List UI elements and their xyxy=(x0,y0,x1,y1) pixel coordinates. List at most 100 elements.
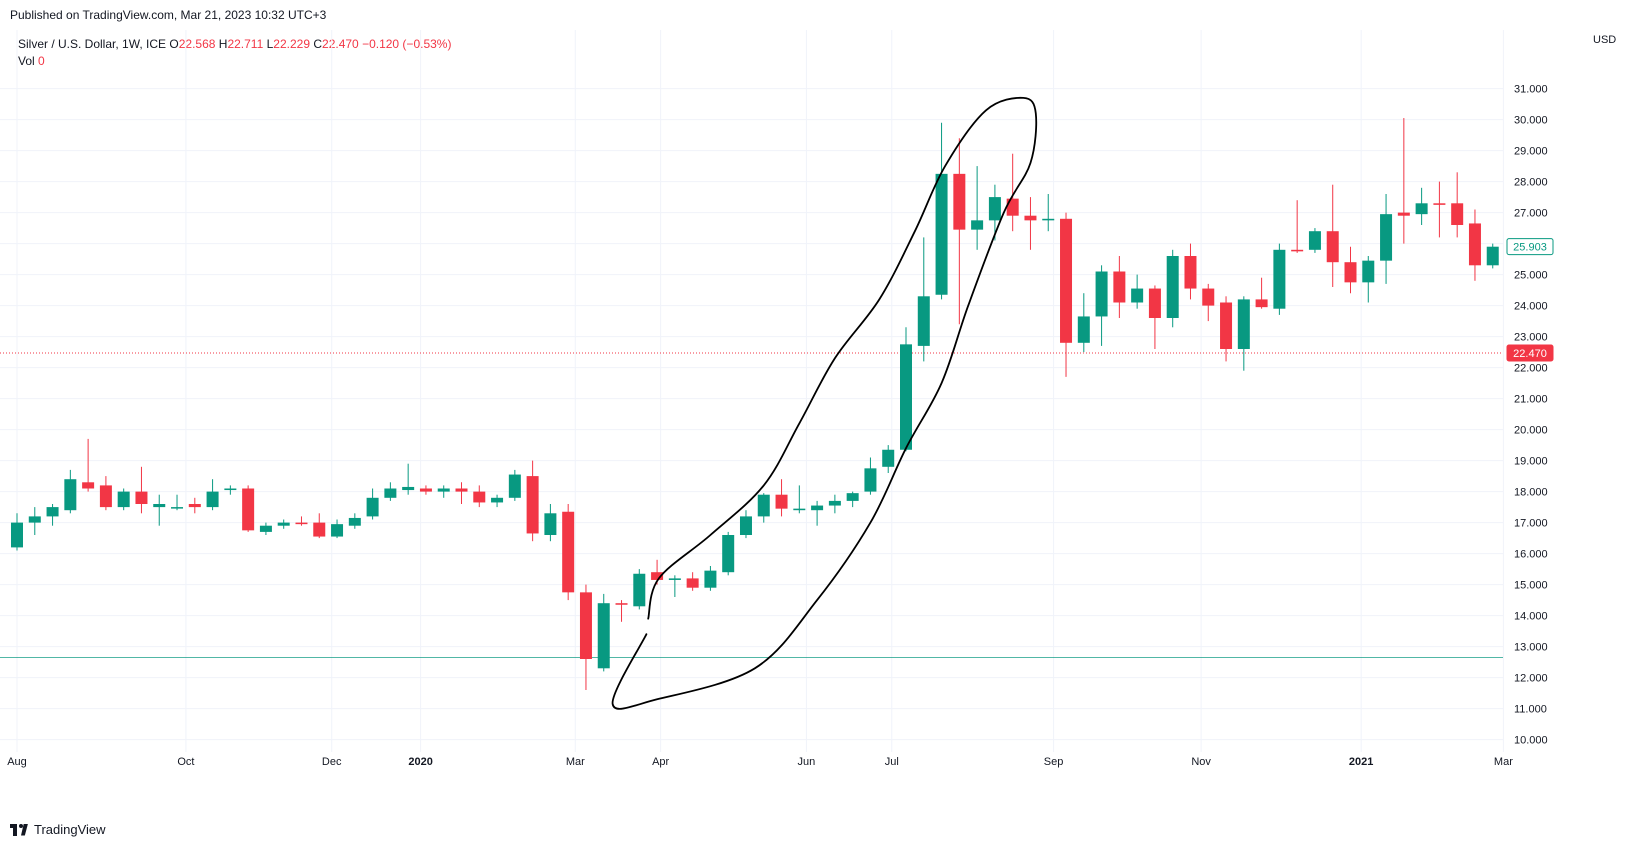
footer-brand-text: TradingView xyxy=(34,822,106,837)
time-axis[interactable]: Aug Oct Dec 2020 Mar Apr Jun Jul Sep Nov 2021 Mar xyxy=(7,756,1513,768)
price-tick-label: 21.000 xyxy=(1514,394,1548,406)
candle-up xyxy=(28,516,41,523)
hand-drawn-loop-annotation xyxy=(611,96,1038,710)
price-tick-label: 19.000 xyxy=(1514,456,1548,468)
horizontal-price-lines xyxy=(0,352,1503,658)
last-price-badge xyxy=(1506,238,1554,256)
time-tick-label: 2020 xyxy=(408,756,432,768)
legend-volume-row: Vol 0 xyxy=(18,53,451,70)
time-tick-label: Nov xyxy=(1191,756,1211,768)
price-tick-label: 14.000 xyxy=(1514,611,1548,623)
candle-up xyxy=(1486,246,1499,266)
price-tick-label: 15.000 xyxy=(1514,580,1548,592)
price-axis[interactable]: 10.000 11.000 12.000 13.000 14.000 15.000 16.0… xyxy=(1514,84,1548,747)
candle-up xyxy=(491,497,504,503)
candle-down xyxy=(1291,249,1304,252)
legend-close-label: C xyxy=(313,37,323,51)
legend-volume-label[interactable]: Vol xyxy=(18,54,35,68)
candle-up xyxy=(1042,218,1055,221)
candle-down xyxy=(135,491,148,504)
legend-symbol[interactable]: Silver / U.S. Dollar, 1W, ICE xyxy=(18,37,167,51)
time-tick-label: Mar xyxy=(1494,756,1513,768)
candle-down xyxy=(1060,218,1073,343)
time-tick-label: Aug xyxy=(7,756,27,768)
candle-up xyxy=(171,507,184,509)
drawing-annotation-layer xyxy=(611,96,1038,710)
candle-down xyxy=(1326,231,1339,263)
candle-up xyxy=(935,173,948,295)
candle-up xyxy=(206,491,219,508)
price-tick-label: 13.000 xyxy=(1514,642,1548,654)
candle-up xyxy=(1362,260,1375,283)
legend-high-label: H xyxy=(218,37,228,51)
price-tick-label: 20.000 xyxy=(1514,425,1548,437)
candle-up xyxy=(384,488,397,498)
candle-down xyxy=(953,173,966,230)
price-tick-label: 12.000 xyxy=(1514,673,1548,685)
legend-change-value: −0.120 (−0.53%) xyxy=(362,37,452,51)
price-tick-label: 16.000 xyxy=(1514,549,1548,561)
price-tick-label: 28.000 xyxy=(1514,177,1548,189)
candle-down xyxy=(651,572,664,580)
candle-down xyxy=(99,485,112,508)
candle-up xyxy=(917,296,930,346)
candle-down xyxy=(1344,262,1357,283)
candle-up xyxy=(11,522,23,548)
candle-up xyxy=(64,479,77,511)
candle-up xyxy=(864,468,877,492)
candle-down xyxy=(615,603,628,605)
candles-layer xyxy=(11,118,1499,690)
chart-legend: Silver / U.S. Dollar, 1W, ICE O22.568 H2… xyxy=(18,36,451,70)
candle-up xyxy=(46,507,59,517)
time-tick-label: Apr xyxy=(652,756,669,768)
price-axis-unit[interactable]: USD xyxy=(1593,34,1617,46)
candle-up xyxy=(1095,271,1108,317)
price-tick-label: 29.000 xyxy=(1514,146,1548,158)
price-badge-text: 22.470 xyxy=(1513,348,1547,360)
candle-up xyxy=(597,603,610,669)
candle-up xyxy=(757,494,770,517)
candle-down xyxy=(1006,198,1019,216)
candle-up xyxy=(331,524,344,537)
candle-up xyxy=(1380,214,1393,261)
candle-up xyxy=(1077,316,1090,343)
price-tick-label: 27.000 xyxy=(1514,208,1548,220)
candle-up xyxy=(1131,288,1144,303)
candle-down xyxy=(1397,212,1410,216)
legend-open-label: O xyxy=(169,37,179,51)
candle-up xyxy=(366,497,379,517)
price-tick-label: 17.000 xyxy=(1514,518,1548,530)
candle-down xyxy=(295,522,308,525)
candle-up xyxy=(437,488,450,492)
legend-high-value: 22.711 xyxy=(227,37,264,51)
legend-close-value: 22.470 xyxy=(322,37,359,51)
legend-open-value: 22.568 xyxy=(178,37,216,51)
price-tick-label: 22.000 xyxy=(1514,363,1548,375)
candle-down xyxy=(473,491,486,503)
tradingview-logo-icon xyxy=(10,823,28,836)
candle-up xyxy=(739,516,752,535)
candle-up xyxy=(277,522,290,526)
candle-up xyxy=(544,513,557,535)
candle-up xyxy=(1415,203,1428,215)
time-tick-label: Sep xyxy=(1044,756,1064,768)
candle-down xyxy=(1255,299,1268,308)
footer-brand[interactable]: TradingView xyxy=(10,822,106,837)
price-axis-labels: 25.903 22.470 xyxy=(1506,238,1554,362)
candle-down xyxy=(1024,215,1037,221)
legend-low-label: L xyxy=(266,37,274,51)
candle-up xyxy=(1273,249,1286,309)
time-tick-label: Mar xyxy=(566,756,585,768)
candle-up xyxy=(900,344,912,450)
candle-up xyxy=(117,491,130,508)
chart-grid xyxy=(0,30,1504,752)
candle-up xyxy=(1166,256,1179,318)
price-tick-label: 25.000 xyxy=(1514,270,1548,282)
current-price-badge xyxy=(1506,344,1554,362)
candle-down xyxy=(455,488,468,492)
candle-up xyxy=(633,573,646,607)
candle-down xyxy=(242,488,255,531)
candle-down xyxy=(686,578,699,588)
price-tick-label: 24.000 xyxy=(1514,301,1548,313)
